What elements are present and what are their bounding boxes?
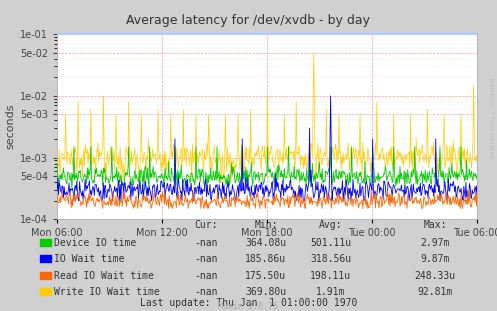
Text: 92.81m: 92.81m <box>417 287 452 297</box>
Text: Cur:: Cur: <box>194 220 218 230</box>
Text: Min:: Min: <box>254 220 278 230</box>
Text: 198.11u: 198.11u <box>310 271 351 281</box>
Text: 175.50u: 175.50u <box>246 271 286 281</box>
Text: -nan: -nan <box>194 287 218 297</box>
Text: 501.11u: 501.11u <box>310 238 351 248</box>
Text: 9.87m: 9.87m <box>420 254 450 264</box>
Y-axis label: seconds: seconds <box>6 104 16 150</box>
Text: Average latency for /dev/xvdb - by day: Average latency for /dev/xvdb - by day <box>127 14 370 27</box>
Text: 369.80u: 369.80u <box>246 287 286 297</box>
Text: -nan: -nan <box>194 254 218 264</box>
Text: -nan: -nan <box>194 238 218 248</box>
Text: Munin 2.0.75: Munin 2.0.75 <box>219 301 278 310</box>
Text: Read IO Wait time: Read IO Wait time <box>54 271 154 281</box>
Text: Avg:: Avg: <box>319 220 342 230</box>
Text: 318.56u: 318.56u <box>310 254 351 264</box>
Text: 1.91m: 1.91m <box>316 287 345 297</box>
Text: Device IO time: Device IO time <box>54 238 136 248</box>
Text: IO Wait time: IO Wait time <box>54 254 124 264</box>
Text: 2.97m: 2.97m <box>420 238 450 248</box>
Text: Last update: Thu Jan  1 01:00:00 1970: Last update: Thu Jan 1 01:00:00 1970 <box>140 298 357 308</box>
Text: RRDTOOL / TOBI OETIKER: RRDTOOL / TOBI OETIKER <box>489 78 494 159</box>
Text: Write IO Wait time: Write IO Wait time <box>54 287 160 297</box>
Text: 185.86u: 185.86u <box>246 254 286 264</box>
Text: 364.08u: 364.08u <box>246 238 286 248</box>
Text: -nan: -nan <box>194 271 218 281</box>
Text: 248.33u: 248.33u <box>414 271 455 281</box>
Text: Max:: Max: <box>423 220 447 230</box>
